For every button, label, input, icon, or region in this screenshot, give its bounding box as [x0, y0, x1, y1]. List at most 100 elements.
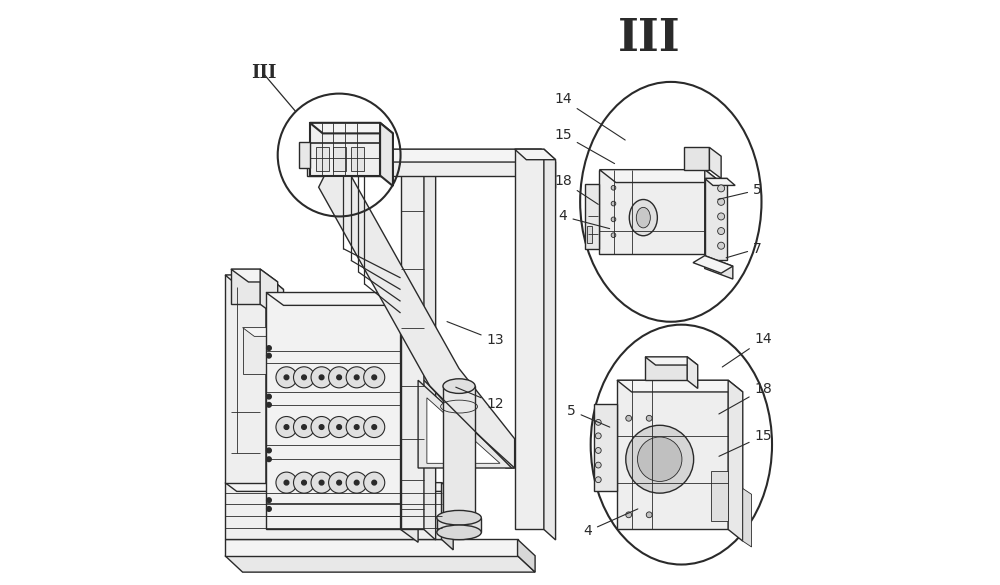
Polygon shape [260, 269, 278, 317]
Polygon shape [437, 518, 481, 532]
Circle shape [267, 457, 271, 462]
Circle shape [293, 417, 315, 438]
Text: 18: 18 [719, 382, 772, 414]
Circle shape [319, 425, 324, 429]
Circle shape [354, 375, 359, 380]
Ellipse shape [591, 325, 772, 565]
Circle shape [311, 472, 332, 493]
Polygon shape [243, 328, 278, 336]
Circle shape [595, 433, 601, 439]
Text: 13: 13 [447, 322, 504, 347]
Text: 15: 15 [554, 128, 615, 164]
Polygon shape [687, 357, 698, 388]
Circle shape [646, 512, 652, 518]
Text: 4: 4 [583, 509, 638, 538]
Text: 5: 5 [718, 183, 762, 199]
Circle shape [611, 233, 616, 238]
Ellipse shape [437, 510, 481, 525]
Ellipse shape [636, 208, 650, 228]
Polygon shape [401, 292, 418, 542]
Polygon shape [705, 178, 735, 185]
Polygon shape [617, 380, 728, 529]
Circle shape [329, 472, 350, 493]
Polygon shape [728, 380, 743, 541]
Polygon shape [333, 147, 346, 171]
Text: III: III [251, 64, 277, 82]
Circle shape [267, 498, 271, 503]
Polygon shape [587, 226, 592, 243]
Polygon shape [705, 178, 727, 260]
Polygon shape [541, 149, 556, 188]
Circle shape [646, 415, 652, 421]
Circle shape [372, 375, 377, 380]
Text: 14: 14 [722, 332, 772, 367]
Polygon shape [594, 404, 617, 491]
Polygon shape [585, 184, 599, 249]
Circle shape [718, 198, 725, 205]
Circle shape [267, 402, 271, 407]
Polygon shape [645, 357, 698, 365]
Circle shape [372, 425, 377, 429]
Polygon shape [243, 328, 266, 374]
Circle shape [267, 353, 271, 358]
Polygon shape [225, 275, 284, 290]
Circle shape [329, 367, 350, 388]
Polygon shape [684, 147, 709, 170]
Polygon shape [705, 256, 733, 279]
Polygon shape [380, 123, 393, 186]
Polygon shape [518, 539, 535, 572]
Text: 15: 15 [719, 429, 772, 456]
Polygon shape [310, 123, 380, 176]
Polygon shape [418, 380, 515, 468]
Circle shape [284, 480, 289, 485]
Polygon shape [225, 556, 535, 572]
Circle shape [364, 417, 385, 438]
Circle shape [595, 419, 601, 425]
Text: III: III [618, 16, 680, 60]
Text: 4: 4 [559, 209, 610, 229]
Circle shape [267, 448, 271, 453]
Circle shape [346, 472, 367, 493]
Circle shape [302, 375, 306, 380]
Circle shape [337, 375, 341, 380]
Ellipse shape [443, 379, 475, 393]
Polygon shape [231, 269, 278, 282]
Circle shape [611, 185, 616, 190]
Polygon shape [705, 170, 721, 267]
Circle shape [293, 367, 315, 388]
Circle shape [337, 480, 341, 485]
Circle shape [611, 217, 616, 222]
Circle shape [595, 448, 601, 453]
Circle shape [346, 417, 367, 438]
Polygon shape [711, 471, 728, 521]
Polygon shape [310, 123, 393, 133]
Circle shape [364, 367, 385, 388]
Circle shape [364, 472, 385, 493]
Circle shape [329, 417, 350, 438]
Circle shape [319, 375, 324, 380]
Text: 7: 7 [726, 242, 762, 258]
Polygon shape [427, 398, 500, 463]
Circle shape [346, 367, 367, 388]
Polygon shape [645, 357, 687, 380]
Circle shape [276, 367, 297, 388]
Circle shape [626, 425, 694, 493]
Circle shape [718, 228, 725, 235]
Polygon shape [319, 176, 515, 468]
Polygon shape [307, 149, 556, 162]
Polygon shape [266, 292, 401, 529]
Circle shape [611, 201, 616, 206]
Ellipse shape [437, 525, 481, 539]
Polygon shape [225, 539, 518, 556]
Polygon shape [515, 149, 544, 529]
Circle shape [311, 367, 332, 388]
Text: 18: 18 [554, 174, 598, 204]
Polygon shape [693, 256, 733, 273]
Circle shape [302, 480, 306, 485]
Circle shape [718, 242, 725, 249]
Polygon shape [442, 483, 453, 550]
Polygon shape [225, 483, 442, 539]
Polygon shape [709, 147, 721, 178]
Polygon shape [515, 149, 556, 160]
Polygon shape [231, 269, 260, 304]
